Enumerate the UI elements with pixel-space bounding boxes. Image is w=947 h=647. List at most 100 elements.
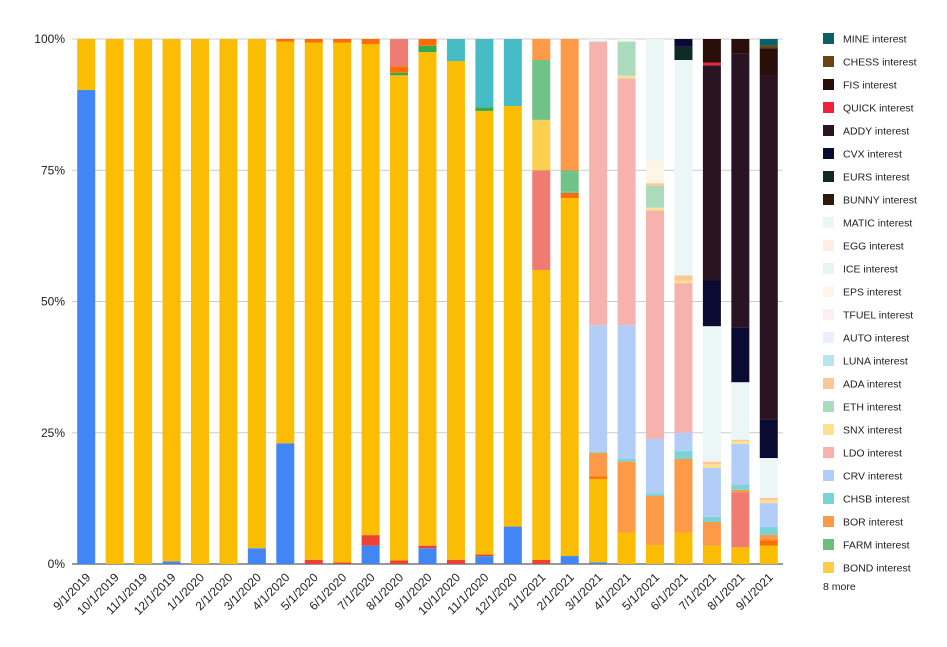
bar-segment[interactable] [702,464,721,468]
legend-item[interactable]: EGG interest [823,240,904,253]
legend-item[interactable]: EPS interest [823,286,901,299]
bar-segment[interactable] [560,170,579,173]
bar-segment[interactable] [646,544,665,564]
bar-segment[interactable] [731,441,750,444]
bar-segment[interactable] [759,497,778,501]
legend-item[interactable]: BOND interest [823,562,911,575]
bar-segment[interactable] [503,526,522,564]
bar-segment[interactable] [475,556,494,564]
bar-segment[interactable] [731,439,750,442]
bar-segment[interactable] [674,280,693,284]
bar-segment[interactable] [475,107,494,111]
bar-segment[interactable] [276,443,295,564]
bar-segment[interactable] [702,522,721,546]
bar-segment[interactable] [304,42,323,560]
bar-segment[interactable] [702,516,721,522]
bar-segment[interactable] [162,561,181,564]
bar-segment[interactable] [674,459,693,533]
bar-segment[interactable] [702,545,721,564]
bar-segment[interactable] [646,161,665,184]
bar-segment[interactable] [361,44,380,536]
bar-segment[interactable] [361,545,380,564]
bar-segment[interactable] [333,42,352,563]
bar-segment[interactable] [759,419,778,459]
bar-segment[interactable] [589,41,608,326]
bar-segment[interactable] [532,170,551,270]
legend-item[interactable]: QUICK interest [823,102,914,115]
bar-segment[interactable] [674,451,693,459]
legend-item[interactable]: FIS interest [823,79,897,92]
legend-item[interactable]: LUNA interest [823,355,908,368]
bar-segment[interactable] [674,283,693,433]
bar-segment[interactable] [105,39,124,564]
bar-segment[interactable] [674,39,693,47]
bar-segment[interactable] [589,451,608,453]
bar-segment[interactable] [532,39,551,60]
bar-segment[interactable] [418,548,437,564]
bar-segment[interactable] [560,192,579,199]
bar-segment[interactable] [589,562,608,564]
bar-segment[interactable] [759,545,778,564]
bar-segment[interactable] [759,503,778,527]
bar-segment[interactable] [446,61,465,560]
bar-segment[interactable] [560,39,579,171]
bar-segment[interactable] [731,547,750,564]
bar-segment[interactable] [589,476,608,479]
legend-item[interactable]: ADDY interest [823,125,909,138]
bar-segment[interactable] [77,89,96,565]
legend-item[interactable]: AUTO interest [823,332,909,345]
legend-item[interactable]: BOR interest [823,516,903,529]
legend-item[interactable]: CHESS interest [823,56,917,69]
bar-segment[interactable] [190,39,209,564]
bar-segment[interactable] [702,467,721,517]
bar-segment[interactable] [589,39,608,42]
bar-segment[interactable] [759,75,778,420]
bar-segment[interactable] [418,39,437,46]
bar-segment[interactable] [646,39,665,162]
bar-segment[interactable] [617,41,636,76]
bar-segment[interactable] [674,532,693,565]
bar-segment[interactable] [674,60,693,276]
bar-segment[interactable] [702,461,721,465]
bar-segment[interactable] [617,459,636,462]
bar-segment[interactable] [532,60,551,120]
bar-segment[interactable] [446,559,465,564]
legend-more-link[interactable]: 8 more [823,581,856,593]
bar-segment[interactable] [759,540,778,546]
bar-segment[interactable] [390,66,409,73]
legend-item[interactable]: ICE interest [823,263,898,276]
bar-segment[interactable] [560,198,579,557]
bar-segment[interactable] [333,562,352,564]
bar-segment[interactable] [731,489,750,493]
bar-segment[interactable] [276,41,295,444]
bar-segment[interactable] [646,183,665,186]
bar-segment[interactable] [759,48,778,76]
bar-segment[interactable] [617,532,636,565]
bar-segment[interactable] [731,39,750,54]
legend-item[interactable]: CVX interest [823,148,902,161]
bar-segment[interactable] [390,39,409,67]
bar-segment[interactable] [390,75,409,561]
bar-segment[interactable] [589,478,608,563]
bar-segment[interactable] [219,39,238,564]
bar-segment[interactable] [759,534,778,541]
bar-segment[interactable] [390,560,409,564]
bar-segment[interactable] [134,39,153,564]
legend-item[interactable]: SNX interest [823,424,902,437]
bar-segment[interactable] [304,559,323,564]
bar-segment[interactable] [674,275,693,281]
bar-segment[interactable] [418,45,437,53]
bar-segment[interactable] [731,443,750,485]
bar-segment[interactable] [646,210,665,439]
bar-segment[interactable] [759,526,778,535]
bar-segment[interactable] [418,545,437,549]
legend-item[interactable]: CRV interest [823,470,902,483]
bar-segment[interactable] [560,172,579,192]
bar-segment[interactable] [390,72,409,76]
bar-segment[interactable] [589,452,608,477]
bar-segment[interactable] [503,106,522,527]
bar-segment[interactable] [646,207,665,211]
bar-segment[interactable] [361,535,380,546]
legend-item[interactable]: TFUEL interest [823,309,913,322]
bar-segment[interactable] [674,46,693,60]
